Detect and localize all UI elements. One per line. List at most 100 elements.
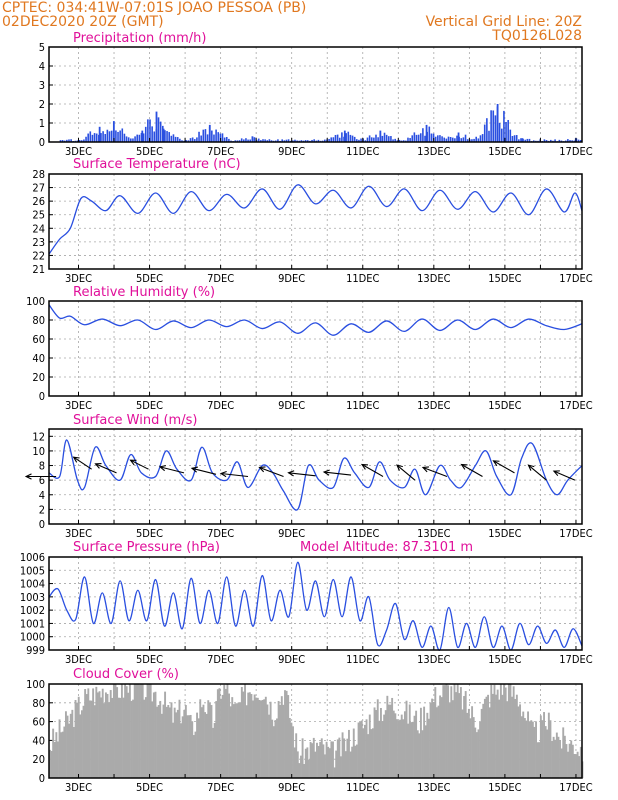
cloud-bar: [485, 696, 488, 778]
y-tick-label: 23: [32, 236, 45, 249]
cloud-bar: [176, 709, 179, 778]
precip-bar: [443, 137, 446, 142]
cloud-bar: [298, 763, 301, 778]
cloud-bar: [450, 686, 453, 778]
x-tick-label: 11DEC: [346, 653, 379, 666]
cloud-bar: [263, 699, 266, 778]
x-tick-label: 9DEC: [278, 781, 305, 794]
precip-bar: [172, 134, 175, 142]
cloud-bar: [418, 733, 421, 778]
cloud-bar: [512, 686, 515, 778]
precip-bar: [294, 139, 296, 142]
precip-bar: [494, 115, 497, 142]
x-tick-label: 7DEC: [207, 653, 234, 666]
cloud-bar: [208, 702, 211, 778]
cloud-bar: [549, 720, 552, 778]
cloud-bar: [268, 714, 270, 778]
y-tick-label: 999: [26, 644, 45, 657]
y-tick-label: 60: [32, 333, 45, 346]
cloud-bar: [167, 704, 170, 778]
wind-vector-head: [24, 473, 32, 480]
cloud-bar: [309, 741, 312, 778]
x-tick-label: 3DEC: [65, 781, 92, 794]
precip-bar: [130, 138, 132, 142]
cloud-bar: [525, 720, 528, 778]
cloud-bar: [71, 709, 74, 778]
precip-bar: [466, 139, 469, 142]
precip-bar: [341, 132, 343, 142]
rh-panel: Relative Humidity (%) 0 20 40 60 80 100 3DEC 5DE…: [26, 285, 593, 412]
y-tick-label: 22: [32, 249, 45, 262]
precip-bar: [132, 138, 134, 142]
cloud-bar: [351, 746, 354, 778]
cloud-bar: [546, 729, 549, 778]
x-tick-label: 13DEC: [417, 527, 450, 540]
cloud-bar: [242, 691, 245, 778]
cloud-bar: [324, 754, 326, 778]
precip-bar: [89, 131, 92, 142]
cloud-bar: [277, 700, 280, 778]
precip-bar: [306, 140, 309, 142]
x-tick-label: 15DEC: [488, 272, 521, 285]
x-tick-label: 17DEC: [559, 781, 592, 794]
cloud-bar: [440, 697, 443, 778]
precip-frame: [48, 46, 583, 143]
run-datetime: 02DEC2020 20Z (GMT): [2, 14, 164, 30]
precip-bar: [274, 140, 277, 142]
cloud-bar: [322, 744, 325, 778]
x-tick-label: 17DEC: [559, 653, 592, 666]
cloud-bar: [400, 714, 403, 778]
cloud-bar: [245, 705, 248, 778]
cloud-bar: [429, 703, 432, 778]
cloud-bar: [375, 710, 378, 778]
cloud-bar: [340, 756, 342, 778]
cloud-bar: [509, 684, 512, 778]
wind-vector: [220, 472, 249, 478]
cloud-bar: [140, 684, 143, 778]
cloud-bar: [356, 744, 358, 778]
cloud-bar: [196, 712, 199, 778]
precip-bar: [483, 124, 486, 142]
cloud-bar: [88, 700, 91, 778]
cloud-bar: [491, 693, 494, 778]
precip-bar: [59, 140, 62, 142]
precip-bar: [249, 139, 252, 142]
cloud-bar: [96, 692, 99, 778]
cloud-bar: [228, 693, 230, 778]
cloud-bar: [306, 747, 309, 778]
cloud-bar: [511, 696, 514, 778]
wind-panel: Surface Wind (m/s) 0 24 68 10 12 3DEC 5DEC 7DEC 9…: [24, 413, 593, 540]
precip-bar: [292, 140, 294, 142]
precip-bar: [213, 134, 215, 142]
y-tick-label: 8: [39, 460, 45, 473]
cloud-bar: [87, 688, 90, 778]
precip-bar: [245, 138, 247, 142]
precip-peak-bar: [155, 111, 158, 142]
cloud-bar: [146, 684, 149, 778]
wind-vector: [323, 471, 352, 476]
precip-bar: [217, 132, 220, 142]
cloud-bar: [367, 734, 370, 778]
precip-bar: [358, 139, 360, 142]
cloud-bar: [207, 700, 210, 778]
y-tick-label: 28: [32, 168, 45, 181]
cloud-bar: [256, 697, 259, 778]
wind-vector-head: [527, 464, 535, 471]
cloud-bar: [519, 704, 522, 778]
cloud-bar: [394, 713, 397, 778]
precip-bar: [127, 137, 130, 142]
precip-bar: [87, 133, 89, 142]
cloud-bar: [562, 727, 565, 778]
precip-bar: [240, 138, 243, 142]
precip-bar: [554, 139, 556, 142]
cloud-bar: [109, 690, 112, 778]
cloud-bar: [192, 735, 195, 778]
y-tick-label: 25: [32, 209, 45, 222]
cloud-bar: [66, 715, 69, 778]
y-tick-label: 2: [39, 98, 45, 111]
wind-vector-head: [322, 469, 330, 476]
cloud-bar: [136, 684, 139, 778]
precip-bar: [174, 136, 177, 142]
wind-vector-head: [158, 465, 167, 472]
